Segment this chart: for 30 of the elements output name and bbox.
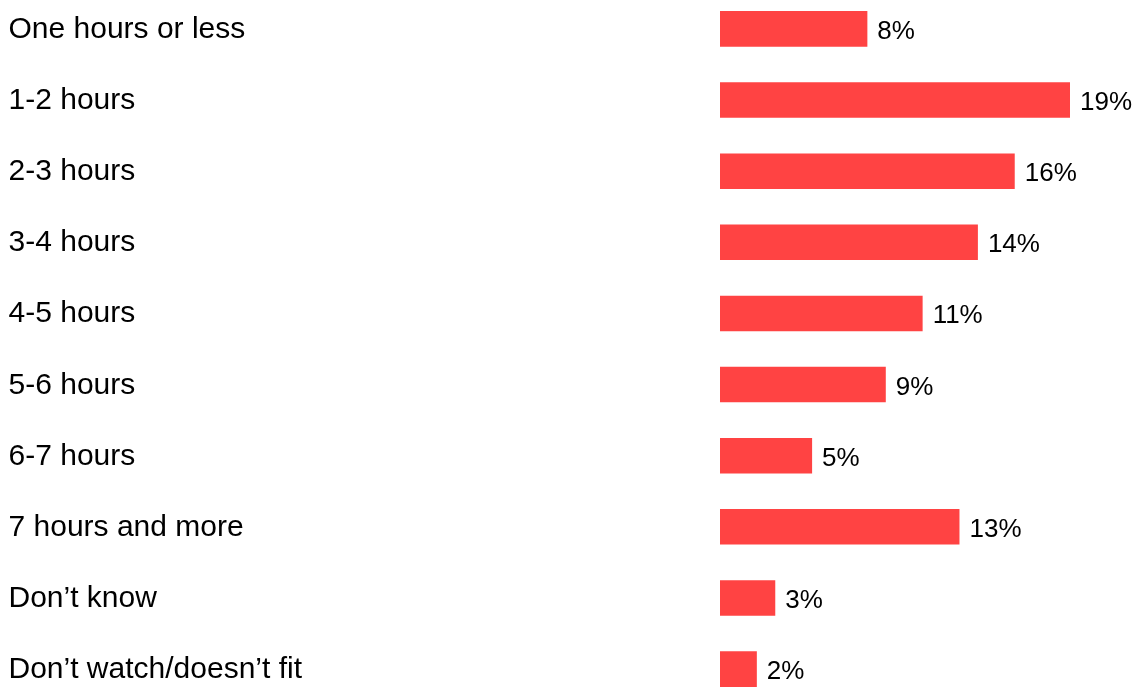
bar (720, 153, 1015, 189)
y-tick-label: 4-5 hours (8, 295, 136, 329)
y-tick-label: 1-2 hours (8, 82, 136, 116)
bar (720, 509, 960, 545)
data-label: 5% (822, 441, 860, 472)
bar (720, 11, 868, 47)
y-tick-label: 7 hours and more (8, 508, 244, 542)
y-tick-label: Don’t watch/doesn’t fit (8, 651, 303, 685)
data-label: 11% (932, 299, 983, 330)
y-tick-label: Don’t know (8, 579, 158, 613)
y-tick-label: 3-4 hours (8, 224, 136, 258)
y-tick-label: 5-6 hours (8, 366, 136, 400)
bar (720, 651, 757, 687)
data-label: 13% (969, 512, 1022, 543)
y-tick-label: 6-7 hours (8, 437, 136, 471)
y-tick-label: One hours or less (8, 10, 246, 44)
y-tick-label: 2-3 hours (8, 153, 136, 187)
bar (720, 224, 978, 261)
data-label: 8% (877, 14, 915, 45)
data-label: 9% (895, 370, 934, 401)
bar (720, 437, 813, 474)
bar (720, 366, 886, 403)
data-label: 2% (766, 655, 805, 686)
bar (720, 82, 1070, 118)
data-label: 3% (785, 583, 823, 614)
bar (720, 580, 776, 616)
data-label: 16% (1024, 157, 1077, 188)
data-label: 19% (1080, 86, 1133, 117)
data-label: 14% (987, 228, 1040, 259)
bar (720, 295, 923, 332)
